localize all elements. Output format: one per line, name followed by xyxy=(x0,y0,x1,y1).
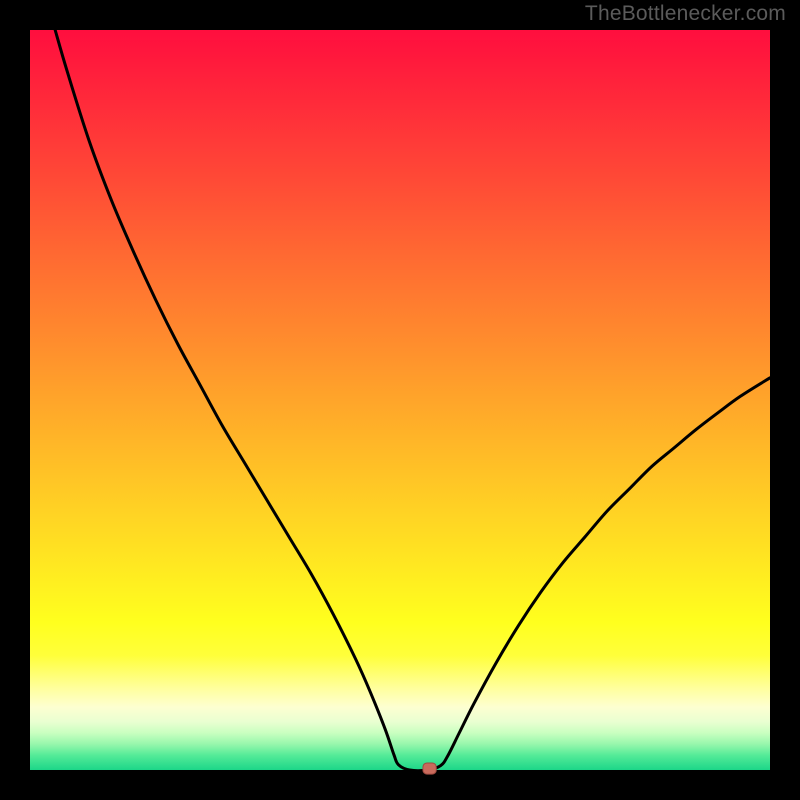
gradient-background xyxy=(30,30,770,770)
bottleneck-chart xyxy=(0,0,800,800)
optimal-marker xyxy=(423,763,436,774)
watermark-text: TheBottlenecker.com xyxy=(585,2,786,26)
chart-container: TheBottlenecker.com xyxy=(0,0,800,800)
